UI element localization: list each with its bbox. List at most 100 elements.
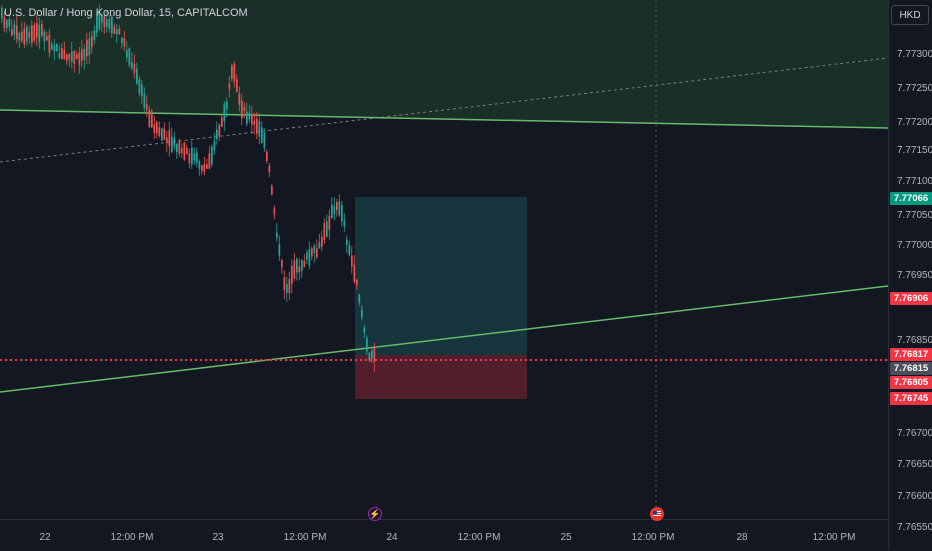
candle-body xyxy=(121,37,123,44)
candle-body xyxy=(56,43,58,51)
candle-body xyxy=(93,30,96,40)
candle-body xyxy=(46,36,48,41)
candle-body xyxy=(96,16,98,33)
candle-body xyxy=(141,84,143,96)
candle-body xyxy=(223,103,226,122)
price-tick: 7.76950 xyxy=(897,270,932,281)
candle-body xyxy=(8,19,11,27)
candle-body xyxy=(331,204,333,219)
resistance-line[interactable] xyxy=(0,109,888,129)
candle-body xyxy=(156,121,158,134)
price-tag: 7.76815 xyxy=(890,362,932,375)
long-target-zone[interactable] xyxy=(355,197,527,355)
price-tick: 7.77100 xyxy=(897,176,932,187)
candle-body xyxy=(261,127,263,144)
candle-body xyxy=(138,79,141,94)
candle-body xyxy=(51,44,53,50)
candle-body xyxy=(178,140,181,154)
candle-body xyxy=(361,309,363,318)
candle-body xyxy=(296,259,298,273)
candle-body xyxy=(21,31,23,41)
long-stop-zone[interactable] xyxy=(355,355,527,399)
time-tick: 25 xyxy=(560,532,572,543)
price-tick: 7.76550 xyxy=(897,522,932,533)
candle-body xyxy=(61,48,63,59)
candle-body xyxy=(71,51,73,62)
candle-body xyxy=(68,53,71,60)
candle-body xyxy=(13,24,16,35)
time-tick: 12:00 PM xyxy=(283,532,327,543)
candle-body xyxy=(158,127,161,136)
price-tick: 7.76650 xyxy=(897,459,932,470)
candle-body xyxy=(66,54,68,61)
candle-body xyxy=(201,165,203,171)
candle-body xyxy=(151,111,153,128)
candle-body xyxy=(191,147,193,165)
candle-body xyxy=(273,208,276,215)
candle-body xyxy=(216,129,218,140)
price-tick: 7.77150 xyxy=(897,145,932,156)
candle-body xyxy=(278,244,281,256)
candle-body xyxy=(298,266,301,273)
price-tick: 7.76700 xyxy=(897,428,932,439)
time-tick: 28 xyxy=(736,532,748,543)
candle-body xyxy=(353,264,356,282)
candle-body xyxy=(293,260,296,279)
time-tick: 12:00 PM xyxy=(110,532,154,543)
candle-body xyxy=(368,352,371,361)
price-tag: 7.77066 xyxy=(890,192,932,205)
candle-body xyxy=(343,219,346,227)
currency-button[interactable]: HKD xyxy=(891,5,929,25)
candle-body xyxy=(11,29,13,36)
candle-body xyxy=(193,153,196,161)
candle-body xyxy=(186,147,188,154)
candle-body xyxy=(116,29,118,35)
chart-pane[interactable]: U.S. Dollar / Hong Kong Dollar, 15, CAPI… xyxy=(0,0,888,519)
candle-body xyxy=(321,236,323,247)
candle-body xyxy=(3,16,6,28)
us-flag-icon[interactable] xyxy=(650,507,664,521)
candle-body xyxy=(101,15,103,23)
candle-body xyxy=(221,117,223,127)
candlestick-series xyxy=(1,4,376,372)
candle-body xyxy=(241,100,243,119)
time-axis[interactable]: 22 12:00 PM 23 12:00 PM 24 12:00 PM 25 12:00 PM… xyxy=(0,519,888,551)
candle-body xyxy=(351,255,353,267)
candle-body xyxy=(188,153,191,164)
candle-body xyxy=(183,142,186,160)
candle-body xyxy=(108,19,111,29)
support-trendline[interactable] xyxy=(0,285,888,393)
candle-body xyxy=(246,111,248,124)
candle-body xyxy=(206,164,208,169)
candle-body xyxy=(336,202,338,211)
candle-body xyxy=(48,34,51,53)
price-chart[interactable] xyxy=(0,0,888,519)
lightning-icon[interactable]: ⚡ xyxy=(368,507,382,521)
candle-body xyxy=(373,347,376,362)
candle-body xyxy=(131,62,133,68)
candle-body xyxy=(146,104,148,110)
candle-body xyxy=(136,68,138,84)
candle-body xyxy=(76,53,78,60)
time-tick: 24 xyxy=(386,532,398,543)
candle-body xyxy=(303,260,306,268)
time-tick: 12:00 PM xyxy=(631,532,675,543)
candle-body xyxy=(328,215,331,230)
candle-body xyxy=(196,152,198,164)
price-axis[interactable]: 7.77300 7.77250 7.77200 7.77150 7.77100 7.770… xyxy=(888,0,932,550)
candle-body xyxy=(118,28,121,35)
candle-body xyxy=(363,327,366,333)
time-tick: 22 xyxy=(39,532,51,543)
candle-body xyxy=(41,23,43,36)
candle-body xyxy=(113,26,116,34)
price-tick: 7.77300 xyxy=(897,49,932,60)
dashed-trendline[interactable] xyxy=(0,57,888,163)
candle-body xyxy=(18,33,21,41)
candle-body xyxy=(53,45,56,52)
candle-body xyxy=(161,128,163,141)
symbol-title[interactable]: U.S. Dollar / Hong Kong Dollar, 15, CAPI… xyxy=(4,7,248,19)
candle-body xyxy=(236,79,238,92)
candle-body xyxy=(271,185,273,195)
candle-body xyxy=(33,24,36,41)
candle-body xyxy=(28,32,31,38)
